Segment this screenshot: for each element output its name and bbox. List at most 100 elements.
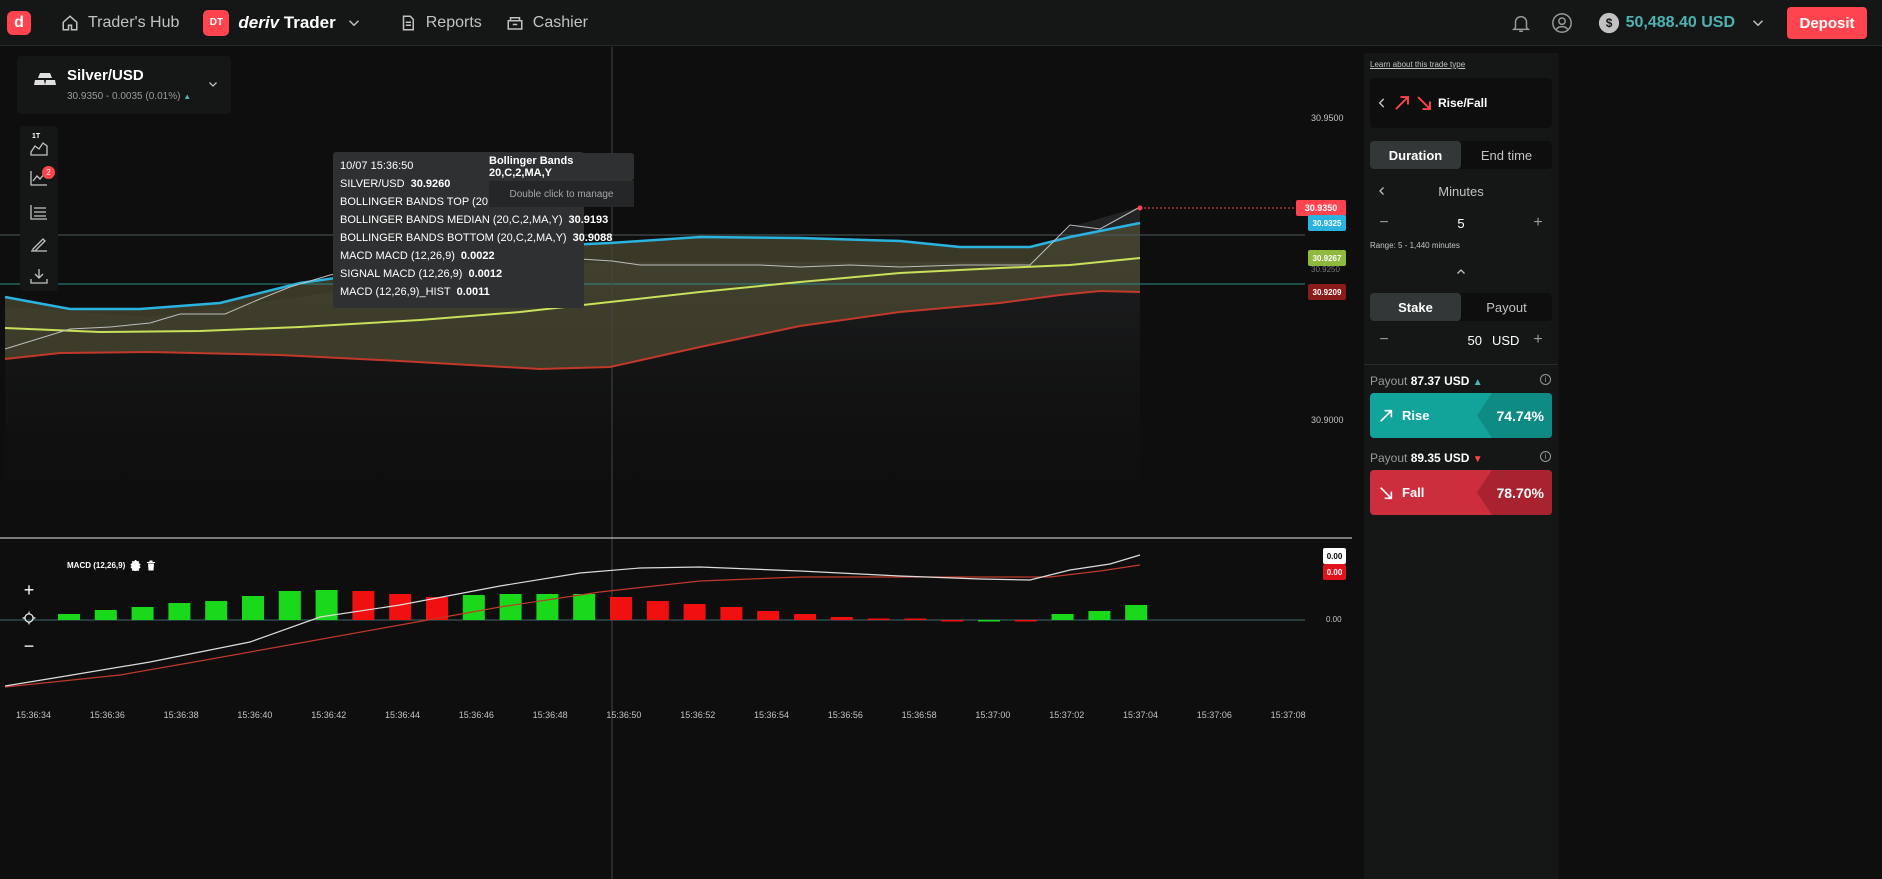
chevron-up-icon[interactable] xyxy=(1455,266,1467,278)
tab-end-time[interactable]: End time xyxy=(1480,147,1533,163)
indicator-tooltip-title: Bollinger Bands 20,C,2,MA,Y xyxy=(489,153,634,181)
drawing-tools-button[interactable] xyxy=(20,228,58,260)
account-balance[interactable]: 50,488.40 USD xyxy=(1625,14,1735,31)
bell-icon[interactable] xyxy=(1510,12,1532,34)
deriv-logo[interactable]: d xyxy=(7,10,31,35)
stake-increase-button[interactable]: + xyxy=(1533,331,1543,348)
info-icon[interactable]: i xyxy=(1540,451,1551,462)
macd-histogram-bar xyxy=(683,604,706,620)
duration-unit-label: Minutes xyxy=(1438,183,1484,199)
rise-percentage: 74.74% xyxy=(1496,407,1544,424)
duration-mode-toggle: Duration End time xyxy=(1370,141,1552,169)
nav-cashier[interactable]: Cashier xyxy=(494,0,600,46)
macd-histogram-bar xyxy=(610,597,632,620)
duration-unit-selector[interactable]: Minutes xyxy=(1370,180,1552,202)
fall-button[interactable]: Fall 78.70% xyxy=(1370,470,1552,515)
chevron-down-icon xyxy=(348,19,359,26)
signal-value: 0.00 xyxy=(1326,567,1343,577)
asset-selector[interactable]: Silver/USD 30.9350 - 0.0035 (0.01%) ▲ xyxy=(17,56,231,114)
chevron-down-icon[interactable] xyxy=(1749,14,1767,32)
duration-increase-button[interactable]: + xyxy=(1533,214,1543,231)
tooltip-value: 0.0011 xyxy=(456,286,490,298)
time-axis-label: 15:37:02 xyxy=(1049,710,1085,720)
pencil-icon xyxy=(31,238,47,252)
indicator-manage-hint[interactable]: Double click to manage xyxy=(489,181,634,207)
bollinger-top-line xyxy=(4,221,1141,311)
nav-reports[interactable]: Reports xyxy=(387,0,494,46)
trade-panel: Learn about this trade type Rise/Fall Du… xyxy=(1364,53,1558,879)
trade-type-selector[interactable]: Rise/Fall xyxy=(1370,78,1552,128)
stake-mode-toggle: Stake Payout xyxy=(1370,293,1552,321)
download-button[interactable] xyxy=(20,260,58,292)
fall-arrow-icon xyxy=(1380,486,1393,499)
learn-trade-type-link[interactable]: Learn about this trade type xyxy=(1370,60,1466,69)
nav-traders-hub[interactable]: Trader's Hub xyxy=(49,0,191,46)
asset-quote: 30.9350 - 0.0035 (0.01%) ▲ xyxy=(67,91,191,102)
tooltip-value: 30.9260 xyxy=(410,178,451,190)
tooltip-row: MACD (12,26,9)_HIST 0.0011 xyxy=(340,286,490,298)
stake-decrease-button[interactable]: − xyxy=(1379,331,1389,348)
rise-button[interactable]: Rise 74.74% xyxy=(1370,393,1552,438)
deposit-button-label: Deposit xyxy=(1799,14,1855,32)
tooltip-value: 30.9088 xyxy=(572,232,613,244)
plus-icon: + xyxy=(23,579,35,600)
chevron-left-icon[interactable] xyxy=(1376,185,1388,197)
header-right: $ 50,488.40 USD Deposit xyxy=(1510,0,1882,46)
reset-zoom-button[interactable] xyxy=(17,607,41,629)
macd-histogram-bar xyxy=(536,594,559,620)
macd-histogram-bar xyxy=(131,607,154,620)
duration-stepper: − 5 + xyxy=(1370,208,1552,238)
tab-duration[interactable]: Duration xyxy=(1370,141,1461,169)
macd-histogram-bar xyxy=(94,610,117,620)
tab-payout[interactable]: Payout xyxy=(1486,299,1527,315)
price-axis-label: 30.9250 xyxy=(1311,265,1340,274)
zoom-in-button[interactable]: + xyxy=(17,579,41,601)
tooltip-label: MACD MACD (12,26,9) xyxy=(340,250,455,262)
templates-button[interactable] xyxy=(20,196,58,228)
duration-decrease-button[interactable]: − xyxy=(1379,214,1389,231)
macd-zero-label: 0.00 xyxy=(1326,615,1342,624)
brand-prefix: deriv xyxy=(238,12,280,32)
macd-histogram-bar xyxy=(1014,620,1037,622)
tooltip-row: SILVER/USD 30.9260 xyxy=(340,178,450,190)
deposit-button[interactable]: Deposit xyxy=(1787,7,1867,39)
macd-histogram-bar xyxy=(389,594,412,620)
stake-input[interactable]: 50 xyxy=(1467,332,1482,348)
crosshair-icon xyxy=(22,611,36,625)
chevron-down-icon xyxy=(209,82,217,87)
macd-histogram-bar xyxy=(242,596,264,620)
nav-reports-label: Reports xyxy=(425,13,482,31)
macd-title-text: MACD (12,26,9) xyxy=(67,560,126,570)
fall-percentage: 78.70% xyxy=(1496,484,1544,501)
tooltip-value: 30.9193 xyxy=(568,214,609,226)
bb-top-tag: 30.9325 xyxy=(1308,215,1346,231)
macd-histogram-bar xyxy=(941,620,964,622)
chart-type-button[interactable]: 1T xyxy=(20,128,58,160)
chart-container[interactable]: Silver/USD 30.9350 - 0.0035 (0.01%) ▲ 1T… xyxy=(0,47,1352,879)
time-axis-label: 15:37:08 xyxy=(1270,710,1306,720)
macd-histogram-bar xyxy=(58,614,80,620)
chart-type-tag: 1T xyxy=(32,133,41,140)
gear-icon[interactable] xyxy=(130,559,141,571)
price-axis-label: 30.9500 xyxy=(1311,113,1344,123)
nav-cashier-label: Cashier xyxy=(532,13,588,31)
account-icon[interactable] xyxy=(1551,12,1573,34)
nav-deriv-trader[interactable]: DT deriv Trader xyxy=(191,0,374,46)
logo-letter: d xyxy=(14,13,24,31)
price-chart[interactable] xyxy=(0,47,1352,879)
macd-histogram-bar xyxy=(978,620,1000,622)
time-axis-label: 15:37:00 xyxy=(975,710,1011,720)
duration-input[interactable]: 5 xyxy=(1457,215,1465,231)
macd-histogram-bar xyxy=(426,597,448,620)
tab-stake[interactable]: Stake xyxy=(1370,293,1461,321)
time-axis-label: 15:36:54 xyxy=(754,710,790,720)
down-arrow-icon: ▼ xyxy=(1472,454,1483,465)
indicator-count: 2 xyxy=(46,168,51,177)
info-icon[interactable]: i xyxy=(1540,374,1551,385)
time-axis-label: 15:37:04 xyxy=(1123,710,1159,720)
macd-histogram-bar xyxy=(352,591,375,620)
trash-icon[interactable] xyxy=(146,560,156,571)
tooltip-row: BOLLINGER BANDS TOP (20,C,2,M xyxy=(340,196,520,208)
tooltip-row: SIGNAL MACD (12,26,9) 0.0012 xyxy=(340,268,502,280)
zoom-out-button[interactable]: − xyxy=(17,635,41,657)
